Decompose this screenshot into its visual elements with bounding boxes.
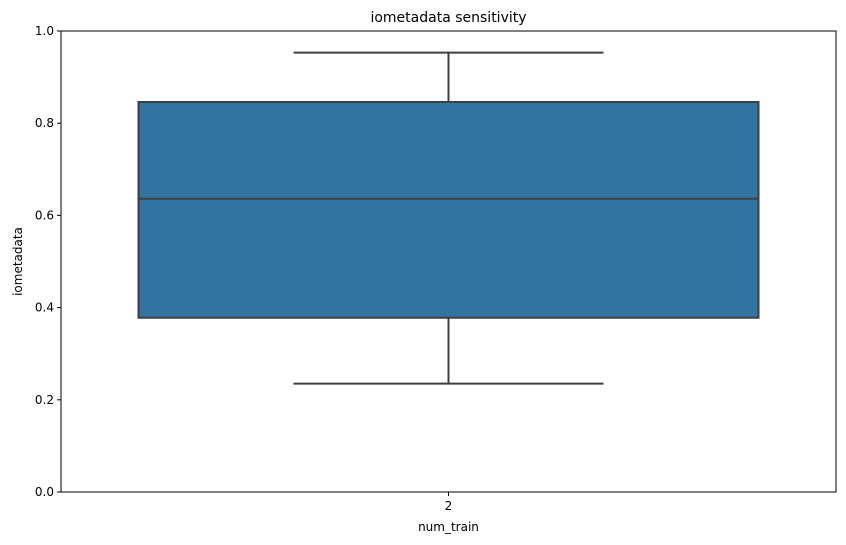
box-iqr: [137, 100, 760, 319]
x-axis-label: num_train: [418, 520, 479, 534]
x-tick-label: 2: [445, 499, 453, 513]
y-axis-label: iometadata: [11, 227, 25, 296]
plot-area: 0.0 0.2 0.4 0.6 0.8 1.0 2: [35, 24, 837, 513]
y-tick-label: 0.4: [35, 301, 54, 315]
y-tick-label: 0.2: [35, 393, 54, 407]
axes-frame: [60, 30, 837, 493]
y-tick-label: 0.8: [35, 116, 54, 130]
chart-title: iometadata sensitivity: [370, 10, 526, 26]
y-tick-label: 0.0: [35, 485, 54, 499]
y-tick-label: 1.0: [35, 24, 54, 38]
y-tick-label: 0.6: [35, 208, 54, 222]
